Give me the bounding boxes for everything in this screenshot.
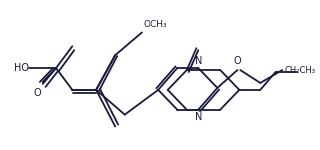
Text: HO: HO — [14, 63, 29, 73]
Text: O: O — [33, 88, 41, 98]
Text: CH₂CH₃: CH₂CH₃ — [284, 66, 315, 75]
Text: OCH₃: OCH₃ — [144, 20, 167, 29]
Text: N: N — [195, 112, 202, 122]
Text: N: N — [195, 56, 202, 66]
Text: O: O — [234, 56, 241, 66]
